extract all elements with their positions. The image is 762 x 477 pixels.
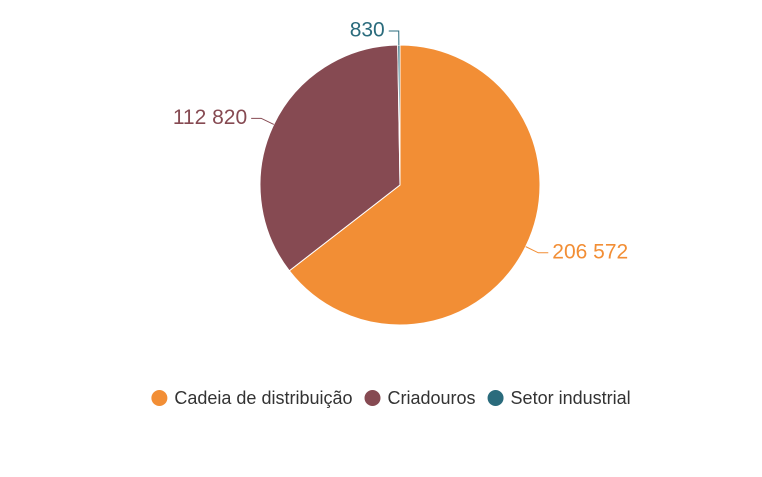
pie-slice xyxy=(397,44,401,186)
legend-label: Setor industrial xyxy=(511,388,631,408)
legend-label: Cadeia de distribuição xyxy=(174,388,352,408)
value-label: 830 xyxy=(350,19,385,42)
pie-slice xyxy=(259,44,401,272)
leader-line xyxy=(525,246,549,254)
value-label: 206 572 xyxy=(552,240,628,263)
value-label: 112 820 xyxy=(173,106,247,129)
leader-line xyxy=(388,30,400,46)
leader-line xyxy=(251,117,275,125)
legend-label: Criadouros xyxy=(388,388,476,408)
legend-marker xyxy=(151,390,168,406)
legend-marker xyxy=(487,390,504,406)
legend-marker xyxy=(364,390,381,406)
